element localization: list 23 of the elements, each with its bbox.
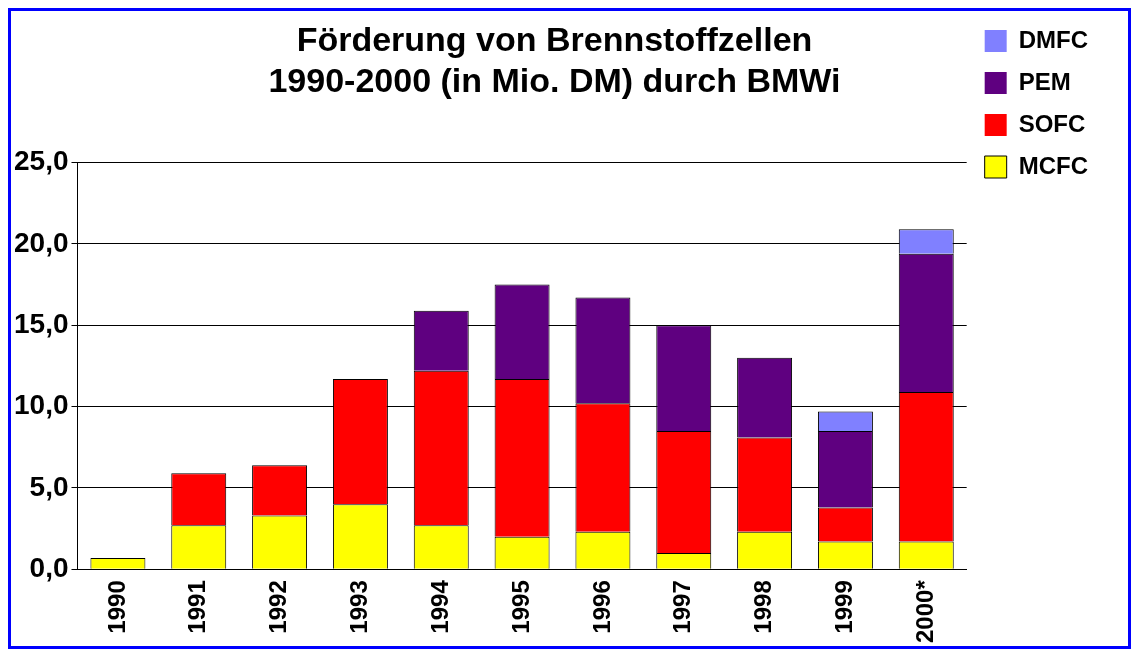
x-tick-label: 2000* (910, 579, 938, 643)
x-tick-label: 1991 (183, 580, 211, 634)
x-tick-label: 1996 (587, 580, 615, 634)
y-tick-label: 20,0 (14, 226, 69, 258)
x-tick-label: 1993 (345, 580, 373, 634)
text: Förderung von Brennstoffzellen (296, 19, 813, 58)
x-tick-label: 1999 (830, 580, 858, 634)
x-tick-label: 1997 (668, 580, 696, 634)
legend-label: SOFC (1018, 109, 1086, 137)
legend-label: MCFC (1018, 151, 1089, 179)
x-tick-label: 1992 (264, 580, 292, 634)
y-tick-label: 5,0 (29, 470, 69, 502)
x-tick-label: 1998 (749, 580, 777, 634)
x-tick-label: 1995 (506, 580, 534, 634)
x-tick-label: 1994 (425, 579, 453, 634)
y-tick-label: 0,0 (29, 551, 69, 583)
legend-label: PEM (1018, 67, 1071, 95)
text: 1990-2000 (in Mio. DM) durch BMWi (268, 60, 841, 99)
y-tick-label: 10,0 (14, 389, 69, 421)
y-tick-label: 25,0 (14, 145, 69, 177)
y-tick-label: 15,0 (14, 307, 69, 339)
legend-label: DMFC (1018, 25, 1089, 53)
x-tick-label: 1990 (102, 580, 130, 634)
